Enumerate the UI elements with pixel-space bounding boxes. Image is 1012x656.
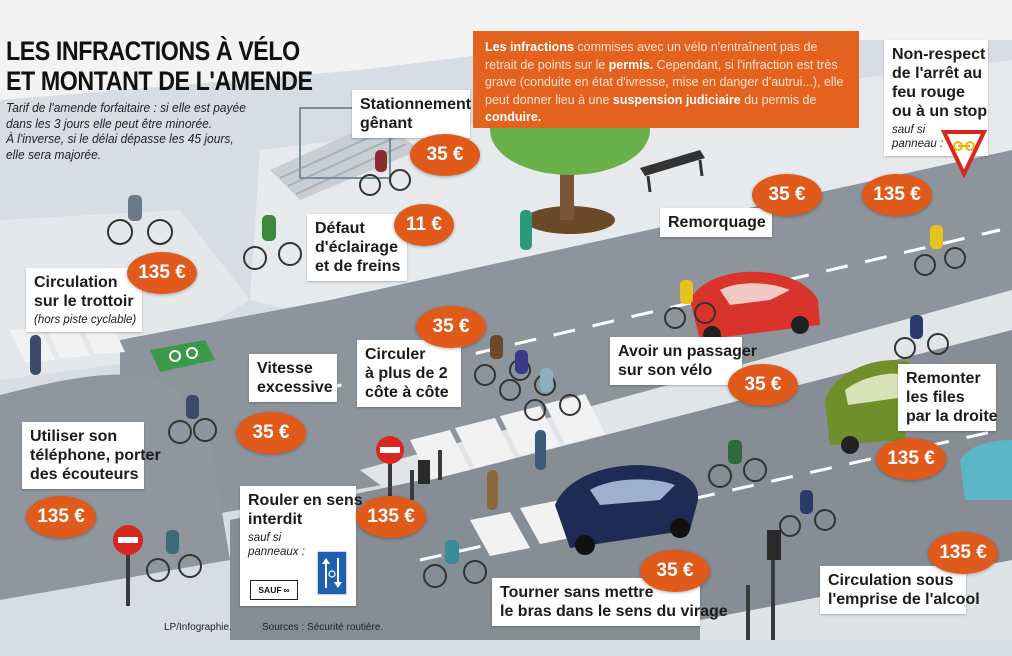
credit-author: LP/Infographie. — [164, 622, 232, 633]
label-note: panneaux : — [248, 546, 305, 558]
label-line: feu rouge — [892, 84, 965, 101]
label-line: Circulation sous — [828, 572, 954, 589]
label-line: Circuler — [365, 346, 426, 363]
two-way-bike-sign-icon — [316, 550, 348, 596]
fine-alcool: 135 € — [928, 532, 998, 574]
label-line: à plus de 2 — [365, 365, 448, 382]
fine-trottoir: 135 € — [127, 252, 197, 294]
cyclist-yield-sign-icon — [941, 130, 987, 178]
label-line: Non-respect — [892, 46, 986, 63]
label-note: sauf si — [892, 124, 926, 136]
red-car — [690, 271, 820, 344]
notice-box: Les infractions commises avec un vélo n'… — [473, 31, 859, 128]
label-line: gênant — [360, 115, 413, 132]
label-stationnement: Stationnement gênant — [352, 90, 472, 138]
label-line: Stationnement — [360, 96, 472, 113]
title-line-2: ET MONTANT DE L'AMENDE — [6, 66, 313, 96]
fine-stationnement: 35 € — [410, 134, 480, 176]
label-line: Rouler en sens — [248, 492, 363, 509]
label-line: Remonter — [906, 370, 981, 387]
label-line: interdit — [248, 511, 303, 528]
page-title: LES INFRACTIONS À VÉLO ET MONTANT DE L'A… — [6, 36, 316, 96]
label-line: de l'arrêt au — [892, 65, 983, 82]
notice-highlight: conduire. — [485, 110, 542, 124]
label-line: Remorquage — [668, 214, 766, 231]
intro-text: Tarif de l'amende forfaitaire : si elle … — [6, 100, 310, 162]
fine-telephone: 135 € — [26, 496, 96, 538]
label-note: (hors piste cyclable) — [34, 314, 137, 326]
label-line: Défaut — [315, 220, 365, 237]
label-remonter-files: Remonter les files par la droite — [898, 364, 998, 431]
poles — [126, 450, 775, 640]
sign-text: SAUF — [258, 585, 282, 595]
intro-line-3: À l'inverse, si le délai dépasse les 45 … — [6, 131, 234, 146]
label-note: panneau : — [892, 138, 944, 150]
label-alcool: Circulation sous l'emprise de l'alcool — [820, 566, 980, 614]
label-line: par la droite — [906, 408, 998, 425]
fine-eclairage: 11 € — [394, 204, 454, 246]
stairs — [270, 107, 420, 200]
fine-sens-interdit: 135 € — [356, 496, 426, 538]
label-eclairage: Défaut d'éclairage et de freins — [307, 214, 407, 281]
label-line: téléphone, porter — [30, 447, 161, 464]
green-car — [825, 360, 910, 454]
bike-glyph: ∞ — [283, 585, 290, 595]
fine-feu-rouge: 135 € — [862, 174, 932, 216]
label-line: d'éclairage — [315, 239, 398, 256]
label-line: les files — [906, 389, 965, 406]
fine-vitesse: 35 € — [236, 412, 306, 454]
fine-cote-a-cote: 35 € — [416, 306, 486, 348]
label-line: Avoir un passager — [618, 343, 758, 360]
no-entry-sign-icon — [113, 436, 404, 555]
label-line: excessive — [257, 379, 333, 396]
blue-car — [555, 465, 699, 555]
label-line: ou à un stop — [892, 103, 988, 120]
bench — [640, 150, 705, 193]
label-line: côte à côte — [365, 384, 449, 401]
intro-line-2: dans les 3 jours elle peut être minorée. — [6, 115, 213, 131]
sauf-bike-sign-icon: SAUF ∞ — [250, 580, 298, 600]
label-note: sauf si — [248, 532, 282, 544]
credit-sources: Sources : Sécurité routière. — [262, 622, 384, 633]
notice-text: commises avec un vélo n'entraînent pas d… — [485, 40, 818, 72]
label-vitesse: Vitesse excessive — [249, 354, 337, 402]
label-line: sur le trottoir — [34, 293, 134, 310]
label-line: et de freins — [315, 258, 401, 275]
teal-car — [960, 440, 1012, 500]
label-cote-a-cote: Circuler à plus de 2 côte à côte — [357, 340, 461, 407]
label-bras: Tourner sans mettre le bras dans le sens… — [492, 578, 728, 626]
label-line: Utiliser son — [30, 428, 118, 445]
label-passager: Avoir un passager sur son vélo — [610, 337, 758, 385]
label-telephone: Utiliser son téléphone, porter des écout… — [22, 422, 161, 489]
label-feu-rouge: Non-respect de l'arrêt au feu rouge ou à… — [884, 40, 988, 156]
title-line-1: LES INFRACTIONS À VÉLO — [6, 36, 300, 66]
notice-highlight: Les infractions — [485, 40, 574, 54]
label-line: sur son vélo — [618, 362, 713, 379]
fine-remonter-files: 135 € — [876, 438, 946, 480]
label-sens-interdit: Rouler en sens interdit sauf si panneaux… — [240, 486, 363, 606]
notice-text: du permis de — [740, 92, 817, 107]
label-line: le bras dans le sens du virage — [500, 603, 728, 620]
fine-bras: 35 € — [640, 550, 710, 592]
intro-line-1: Tarif de l'amende forfaitaire : si elle … — [6, 100, 246, 115]
riders — [30, 150, 943, 564]
label-trottoir: Circulation sur le trottoir (hors piste … — [26, 268, 142, 332]
fine-passager: 35 € — [728, 364, 798, 406]
label-line: l'emprise de l'alcool — [828, 591, 980, 608]
notice-highlight: suspension judiciaire — [612, 92, 741, 107]
notice-highlight: permis. — [608, 57, 654, 72]
notice-text: Cependant, si l'infraction est très grav… — [485, 57, 844, 107]
intro-line-4: elle sera majorée. — [6, 146, 102, 162]
label-line: Tourner sans mettre — [500, 584, 654, 601]
label-line: Circulation — [34, 274, 118, 291]
fine-remorquage: 35 € — [752, 174, 822, 216]
label-remorquage: Remorquage — [660, 208, 772, 237]
label-line: des écouteurs — [30, 466, 139, 483]
label-line: Vitesse — [257, 360, 313, 377]
bike-lane — [150, 340, 215, 372]
